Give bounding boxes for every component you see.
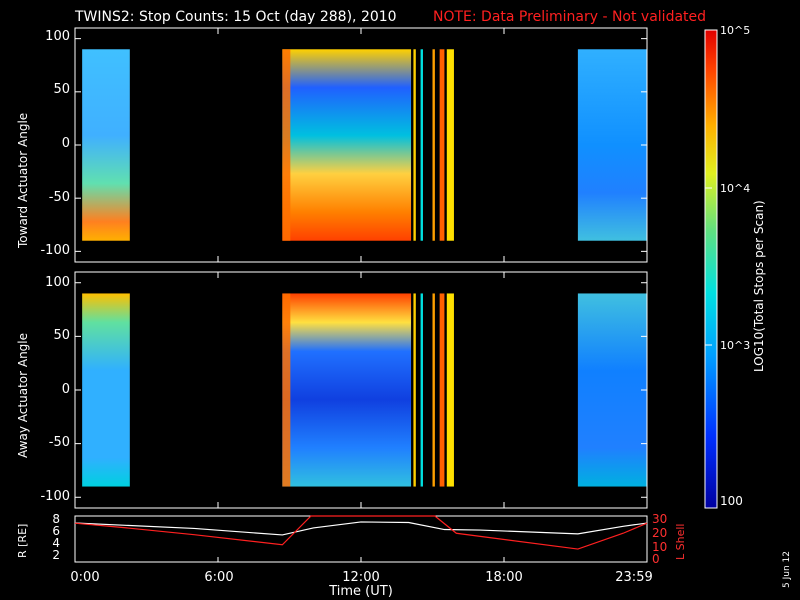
colorbar-tick-label: 100	[720, 494, 743, 508]
colorbar-tick-label: 10^5	[720, 24, 751, 37]
x-tick-label: 18:00	[485, 570, 523, 585]
heatmap-block	[420, 293, 423, 487]
y-tick-label: -50	[48, 190, 70, 205]
lshell-axis-label: L Shell	[674, 523, 687, 560]
y-tick-label: 0	[61, 382, 70, 397]
away-y-ticks	[74, 272, 648, 508]
x-tick-label: 0:00	[70, 570, 100, 585]
lshell-line	[74, 515, 648, 550]
heatmap-block	[432, 293, 435, 487]
heatmap-block	[439, 49, 445, 241]
r-tick-label: 4	[52, 536, 60, 550]
lshell-tick-label: 20	[652, 526, 668, 540]
ephemeris-x-ticks	[74, 557, 648, 562]
lshell-tick-label: 0	[652, 552, 660, 566]
lshell-tick-label: 30	[652, 512, 668, 526]
toward-y-ticks	[74, 28, 648, 262]
r-axis-label: R [RE]	[16, 523, 29, 558]
heatmap-block	[577, 293, 647, 487]
heatmap-block	[446, 293, 454, 487]
y-tick-label: 50	[53, 82, 70, 97]
heatmap-block	[420, 49, 423, 241]
toward-y-axis-label: Toward Actuator Angle	[16, 112, 30, 248]
heatmap-block	[577, 49, 647, 241]
heatmap-edge-band	[282, 293, 291, 487]
heatmap-block	[413, 49, 416, 241]
ephemeris-lines	[74, 515, 648, 550]
heatmap-block	[439, 293, 445, 487]
ephemeris-plot-frame	[74, 515, 648, 563]
preliminary-note: NOTE: Data Preliminary - Not validated	[433, 9, 707, 25]
x-tick-label: 6:00	[204, 570, 234, 585]
colorbar-gradient	[705, 30, 717, 508]
x-tick-label: 12:00	[342, 570, 380, 585]
chart-title: TWINS2: Stop Counts: 15 Oct (day 288), 2…	[75, 9, 397, 25]
heatmap-block	[82, 49, 130, 241]
heatmap-block	[432, 49, 435, 241]
heatmap-block	[413, 293, 416, 487]
colorbar-label: LOG10(Total Stops per Scan)	[752, 200, 766, 372]
r-tick-label: 2	[52, 548, 60, 562]
heatmap-block	[282, 293, 412, 487]
y-tick-label: -100	[40, 243, 70, 258]
y-tick-label: 100	[45, 275, 70, 290]
ephemeris-panel	[74, 515, 648, 563]
away-heatmap-blocks	[82, 293, 647, 487]
lshell-tick-label: 10	[652, 540, 668, 554]
colorbar-frame	[704, 29, 718, 509]
y-tick-label: 100	[45, 29, 70, 44]
heatmap-block	[82, 293, 130, 487]
heatmap-block	[446, 49, 454, 241]
y-tick-label: -50	[48, 435, 70, 450]
y-tick-label: 0	[61, 136, 70, 151]
r-tick-label: 6	[52, 524, 60, 538]
heatmap-block	[282, 49, 412, 241]
y-tick-label: 50	[53, 328, 70, 343]
colorbar	[704, 29, 718, 509]
side-date: 5 Jun 12	[782, 551, 792, 588]
colorbar-tick-label: 10^3	[720, 339, 751, 352]
x-axis-label: Time (UT)	[329, 584, 393, 599]
toward-panel	[74, 27, 648, 263]
away-y-axis-label: Away Actuator Angle	[16, 332, 30, 458]
toward-heatmap-blocks	[82, 49, 647, 241]
y-tick-label: -100	[40, 489, 70, 504]
heatmap-edge-band	[282, 49, 291, 241]
r-tick-label: 8	[52, 512, 60, 526]
radius-line	[74, 521, 648, 536]
away-panel	[74, 271, 648, 509]
colorbar-tick-label: 10^4	[720, 182, 751, 195]
x-tick-label: 23:59	[615, 570, 653, 585]
